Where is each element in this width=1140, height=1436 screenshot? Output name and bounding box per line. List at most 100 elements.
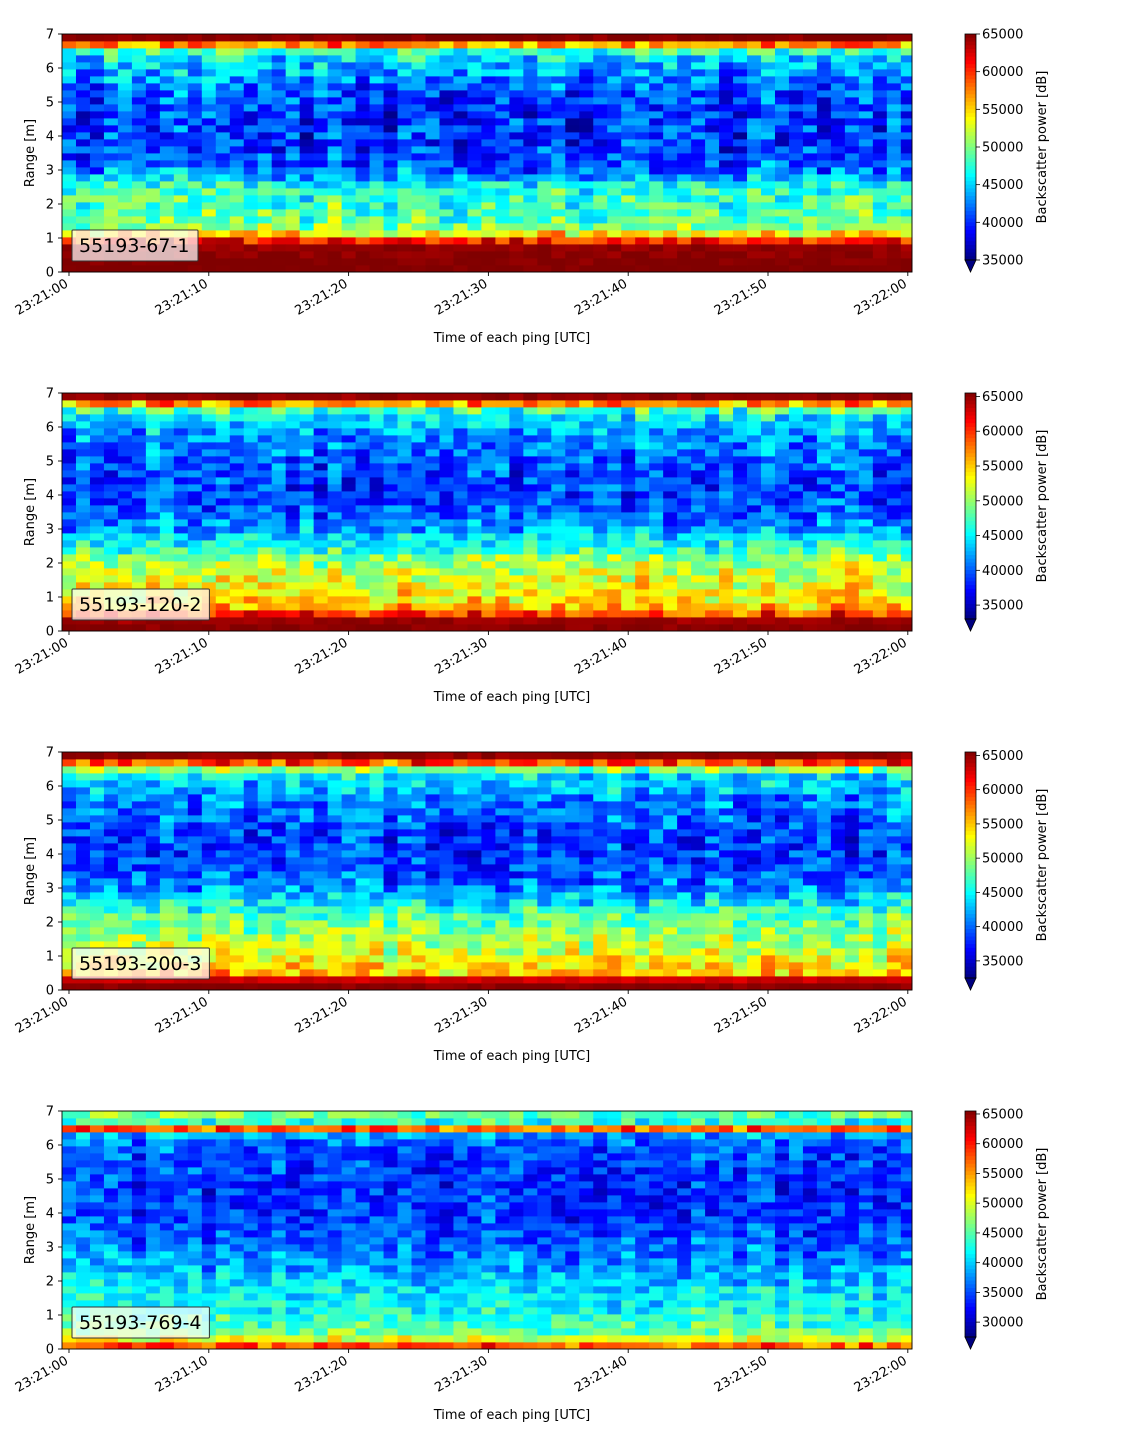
heatmap-cell [830, 505, 846, 513]
heatmap-cell [649, 428, 664, 436]
heatmap-cell [649, 589, 664, 597]
heatmap-cell [299, 829, 315, 837]
heatmap-cell [131, 554, 147, 562]
heatmap-cell [89, 41, 105, 49]
colorbar-segment [965, 600, 976, 605]
heatmap-cell [271, 139, 287, 147]
heatmap-cell [159, 801, 175, 809]
heatmap-cell [467, 624, 482, 632]
panel-label-text: 55193-120-2 [79, 594, 202, 616]
heatmap-cell [299, 97, 315, 105]
heatmap-cell [243, 97, 259, 105]
heatmap-cell [285, 181, 301, 189]
heatmap-cell [229, 414, 245, 422]
heatmap-cell [257, 400, 273, 408]
heatmap-cell [747, 237, 762, 245]
heatmap-cell [705, 132, 720, 140]
heatmap-cell [425, 125, 440, 133]
heatmap-cell [788, 428, 804, 436]
heatmap-cell [481, 435, 496, 443]
heatmap-cell [705, 209, 720, 217]
heatmap-cell [788, 414, 804, 422]
heatmap-cell [89, 111, 105, 119]
heatmap-cell [872, 97, 888, 105]
heatmap-cell [747, 258, 762, 266]
heatmap-cell [187, 202, 203, 210]
heatmap-cell [271, 251, 287, 259]
heatmap-cell [439, 421, 454, 429]
heatmap-cell [733, 428, 748, 436]
heatmap-cell [816, 195, 832, 203]
heatmap-cell [257, 48, 273, 56]
heatmap-cell [257, 97, 273, 105]
heatmap-cell [635, 498, 650, 506]
heatmap-cell [173, 153, 189, 161]
heatmap-cell [411, 174, 426, 182]
heatmap-cell [719, 449, 734, 457]
heatmap-cell [411, 181, 426, 189]
heatmap-cell [271, 41, 287, 49]
heatmap-cell [691, 617, 706, 625]
heatmap-cell [229, 181, 245, 189]
heatmap-cell [201, 941, 217, 949]
heatmap-cell [621, 55, 636, 63]
heatmap-cell [677, 421, 692, 429]
heatmap-cell [62, 512, 77, 520]
heatmap-cell [243, 160, 259, 168]
heatmap-cell [788, 435, 804, 443]
heatmap-cell [509, 55, 524, 63]
heatmap-cell [509, 435, 524, 443]
heatmap-cell [117, 202, 133, 210]
heatmap-cell [159, 41, 175, 49]
heatmap-cell [537, 498, 552, 506]
heatmap-cell [537, 456, 552, 464]
heatmap-cell [62, 871, 77, 879]
heatmap-cell [187, 934, 203, 942]
heatmap-cell [75, 174, 91, 182]
heatmap-cell [187, 808, 203, 816]
heatmap-cell [89, 934, 105, 942]
heatmap-cell [453, 76, 468, 84]
heatmap-cell [285, 773, 301, 781]
heatmap-cell [243, 393, 259, 401]
heatmap-cell [341, 69, 356, 77]
heatmap-cell [229, 969, 245, 977]
heatmap-cell [313, 456, 329, 464]
heatmap-cell [523, 533, 538, 541]
colorbar-segment [965, 52, 976, 58]
heatmap-cell [788, 202, 804, 210]
heatmap-cell [481, 526, 496, 534]
heatmap-cell [369, 69, 384, 77]
heatmap-cell [565, 41, 580, 49]
heatmap-cell [453, 596, 468, 604]
heatmap-cell [173, 941, 189, 949]
heatmap-cell [705, 463, 720, 471]
heatmap-cell [187, 400, 203, 408]
heatmap-cell [774, 216, 790, 224]
heatmap-cell [802, 477, 818, 485]
heatmap-cell [579, 442, 594, 450]
heatmap-cell [145, 195, 161, 203]
heatmap-cell [299, 118, 315, 126]
heatmap-cell [705, 83, 720, 91]
heatmap-cell [900, 230, 913, 238]
heatmap-cell [117, 920, 133, 928]
heatmap-cell [215, 41, 231, 49]
heatmap-cell [774, 442, 790, 450]
heatmap-cell [886, 512, 902, 520]
heatmap-cell [243, 62, 259, 70]
heatmap-cell [649, 603, 664, 611]
heatmap-cell [397, 146, 412, 154]
heatmap-cell [537, 400, 552, 408]
heatmap-cell [355, 69, 370, 77]
heatmap-cell [75, 216, 91, 224]
heatmap-cell [830, 223, 846, 231]
heatmap-cell [313, 400, 329, 408]
heatmap-cell [201, 787, 217, 795]
heatmap-cell [705, 111, 720, 119]
heatmap-cell [285, 850, 301, 858]
heatmap-cell [62, 139, 77, 147]
heatmap-cell [62, 822, 77, 830]
heatmap-cell [565, 132, 580, 140]
heatmap-cell [355, 540, 370, 548]
